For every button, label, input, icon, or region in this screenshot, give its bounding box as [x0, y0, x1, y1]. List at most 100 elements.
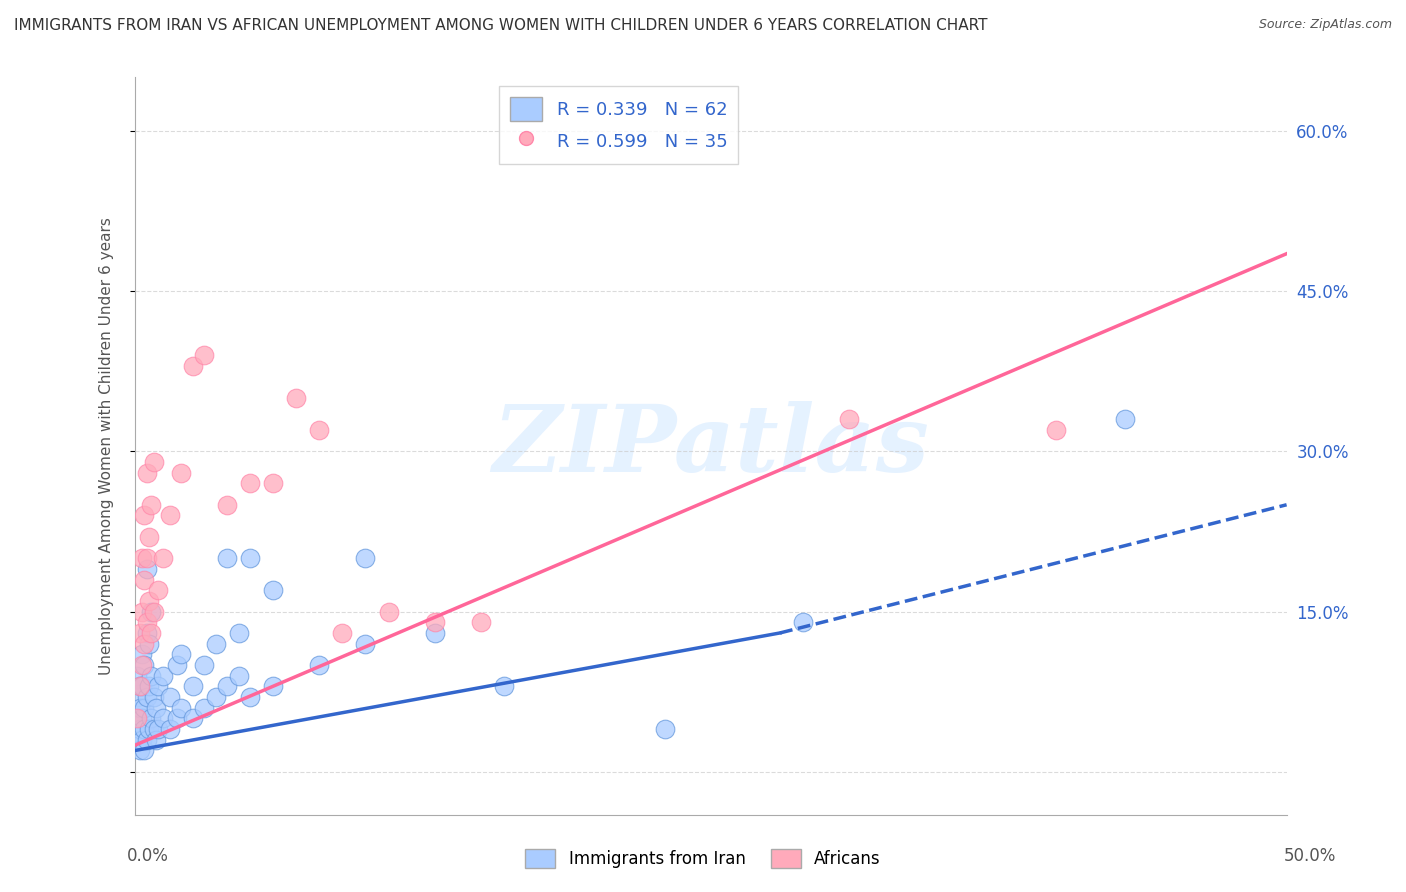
Point	[145, 732, 167, 747]
Point	[262, 476, 284, 491]
Text: IMMIGRANTS FROM IRAN VS AFRICAN UNEMPLOYMENT AMONG WOMEN WITH CHILDREN UNDER 6 Y: IMMIGRANTS FROM IRAN VS AFRICAN UNEMPLOY…	[14, 18, 987, 33]
Point	[138, 530, 160, 544]
Point	[1114, 412, 1136, 426]
Point	[141, 711, 163, 725]
Point	[128, 743, 150, 757]
Point	[127, 711, 149, 725]
Point	[377, 605, 399, 619]
Point	[159, 508, 181, 523]
Point	[145, 700, 167, 714]
Point	[141, 605, 163, 619]
Point	[262, 679, 284, 693]
Point	[228, 668, 250, 682]
Point	[131, 679, 153, 693]
Point	[127, 690, 149, 704]
Point	[166, 658, 188, 673]
Point	[354, 551, 377, 566]
Point	[308, 423, 330, 437]
Point	[134, 700, 156, 714]
Point	[135, 562, 157, 576]
Point	[141, 498, 163, 512]
Point	[285, 391, 308, 405]
Point	[159, 722, 181, 736]
Point	[141, 668, 163, 682]
Point	[470, 615, 492, 630]
Point	[423, 615, 446, 630]
Point	[217, 679, 239, 693]
Point	[170, 466, 193, 480]
Point	[138, 722, 160, 736]
Point	[492, 679, 515, 693]
Point	[135, 551, 157, 566]
Point	[792, 615, 814, 630]
Point	[193, 700, 215, 714]
Point	[127, 711, 149, 725]
Point	[148, 583, 170, 598]
Point	[128, 679, 150, 693]
Point	[138, 594, 160, 608]
Text: 0.0%: 0.0%	[127, 847, 169, 865]
Point	[131, 658, 153, 673]
Point	[134, 637, 156, 651]
Y-axis label: Unemployment Among Women with Children Under 6 years: Unemployment Among Women with Children U…	[100, 217, 114, 675]
Point	[166, 711, 188, 725]
Point	[134, 743, 156, 757]
Text: Source: ZipAtlas.com: Source: ZipAtlas.com	[1258, 18, 1392, 31]
Point	[239, 690, 262, 704]
Legend: R = 0.339   N = 62, R = 0.599   N = 35: R = 0.339 N = 62, R = 0.599 N = 35	[499, 87, 738, 163]
Point	[152, 551, 174, 566]
Point	[354, 637, 377, 651]
Text: ZIPatlas: ZIPatlas	[492, 401, 929, 491]
Point	[228, 626, 250, 640]
Point	[128, 626, 150, 640]
Point	[152, 668, 174, 682]
Point	[654, 722, 676, 736]
Point	[138, 637, 160, 651]
Point	[262, 583, 284, 598]
Point	[142, 455, 165, 469]
Point	[239, 476, 262, 491]
Point	[148, 679, 170, 693]
Point	[134, 722, 156, 736]
Point	[135, 615, 157, 630]
Point	[217, 551, 239, 566]
Point	[128, 722, 150, 736]
Point	[148, 722, 170, 736]
Point	[127, 668, 149, 682]
Point	[138, 679, 160, 693]
Point	[142, 722, 165, 736]
Point	[128, 679, 150, 693]
Point	[141, 626, 163, 640]
Point	[170, 648, 193, 662]
Point	[135, 690, 157, 704]
Point	[135, 732, 157, 747]
Point	[131, 732, 153, 747]
Point	[181, 359, 204, 373]
Point	[128, 700, 150, 714]
Point	[134, 658, 156, 673]
Point	[193, 348, 215, 362]
Point	[134, 508, 156, 523]
Point	[217, 498, 239, 512]
Point	[423, 626, 446, 640]
Point	[181, 711, 204, 725]
Point	[135, 626, 157, 640]
Legend: Immigrants from Iran, Africans: Immigrants from Iran, Africans	[519, 843, 887, 875]
Point	[308, 658, 330, 673]
Point	[142, 690, 165, 704]
Point	[204, 690, 226, 704]
Point	[127, 732, 149, 747]
Point	[131, 551, 153, 566]
Point	[131, 711, 153, 725]
Point	[1045, 423, 1067, 437]
Point	[131, 605, 153, 619]
Point	[332, 626, 354, 640]
Point	[131, 648, 153, 662]
Point	[239, 551, 262, 566]
Point	[152, 711, 174, 725]
Point	[204, 637, 226, 651]
Point	[170, 700, 193, 714]
Point	[142, 605, 165, 619]
Text: 50.0%: 50.0%	[1284, 847, 1336, 865]
Point	[193, 658, 215, 673]
